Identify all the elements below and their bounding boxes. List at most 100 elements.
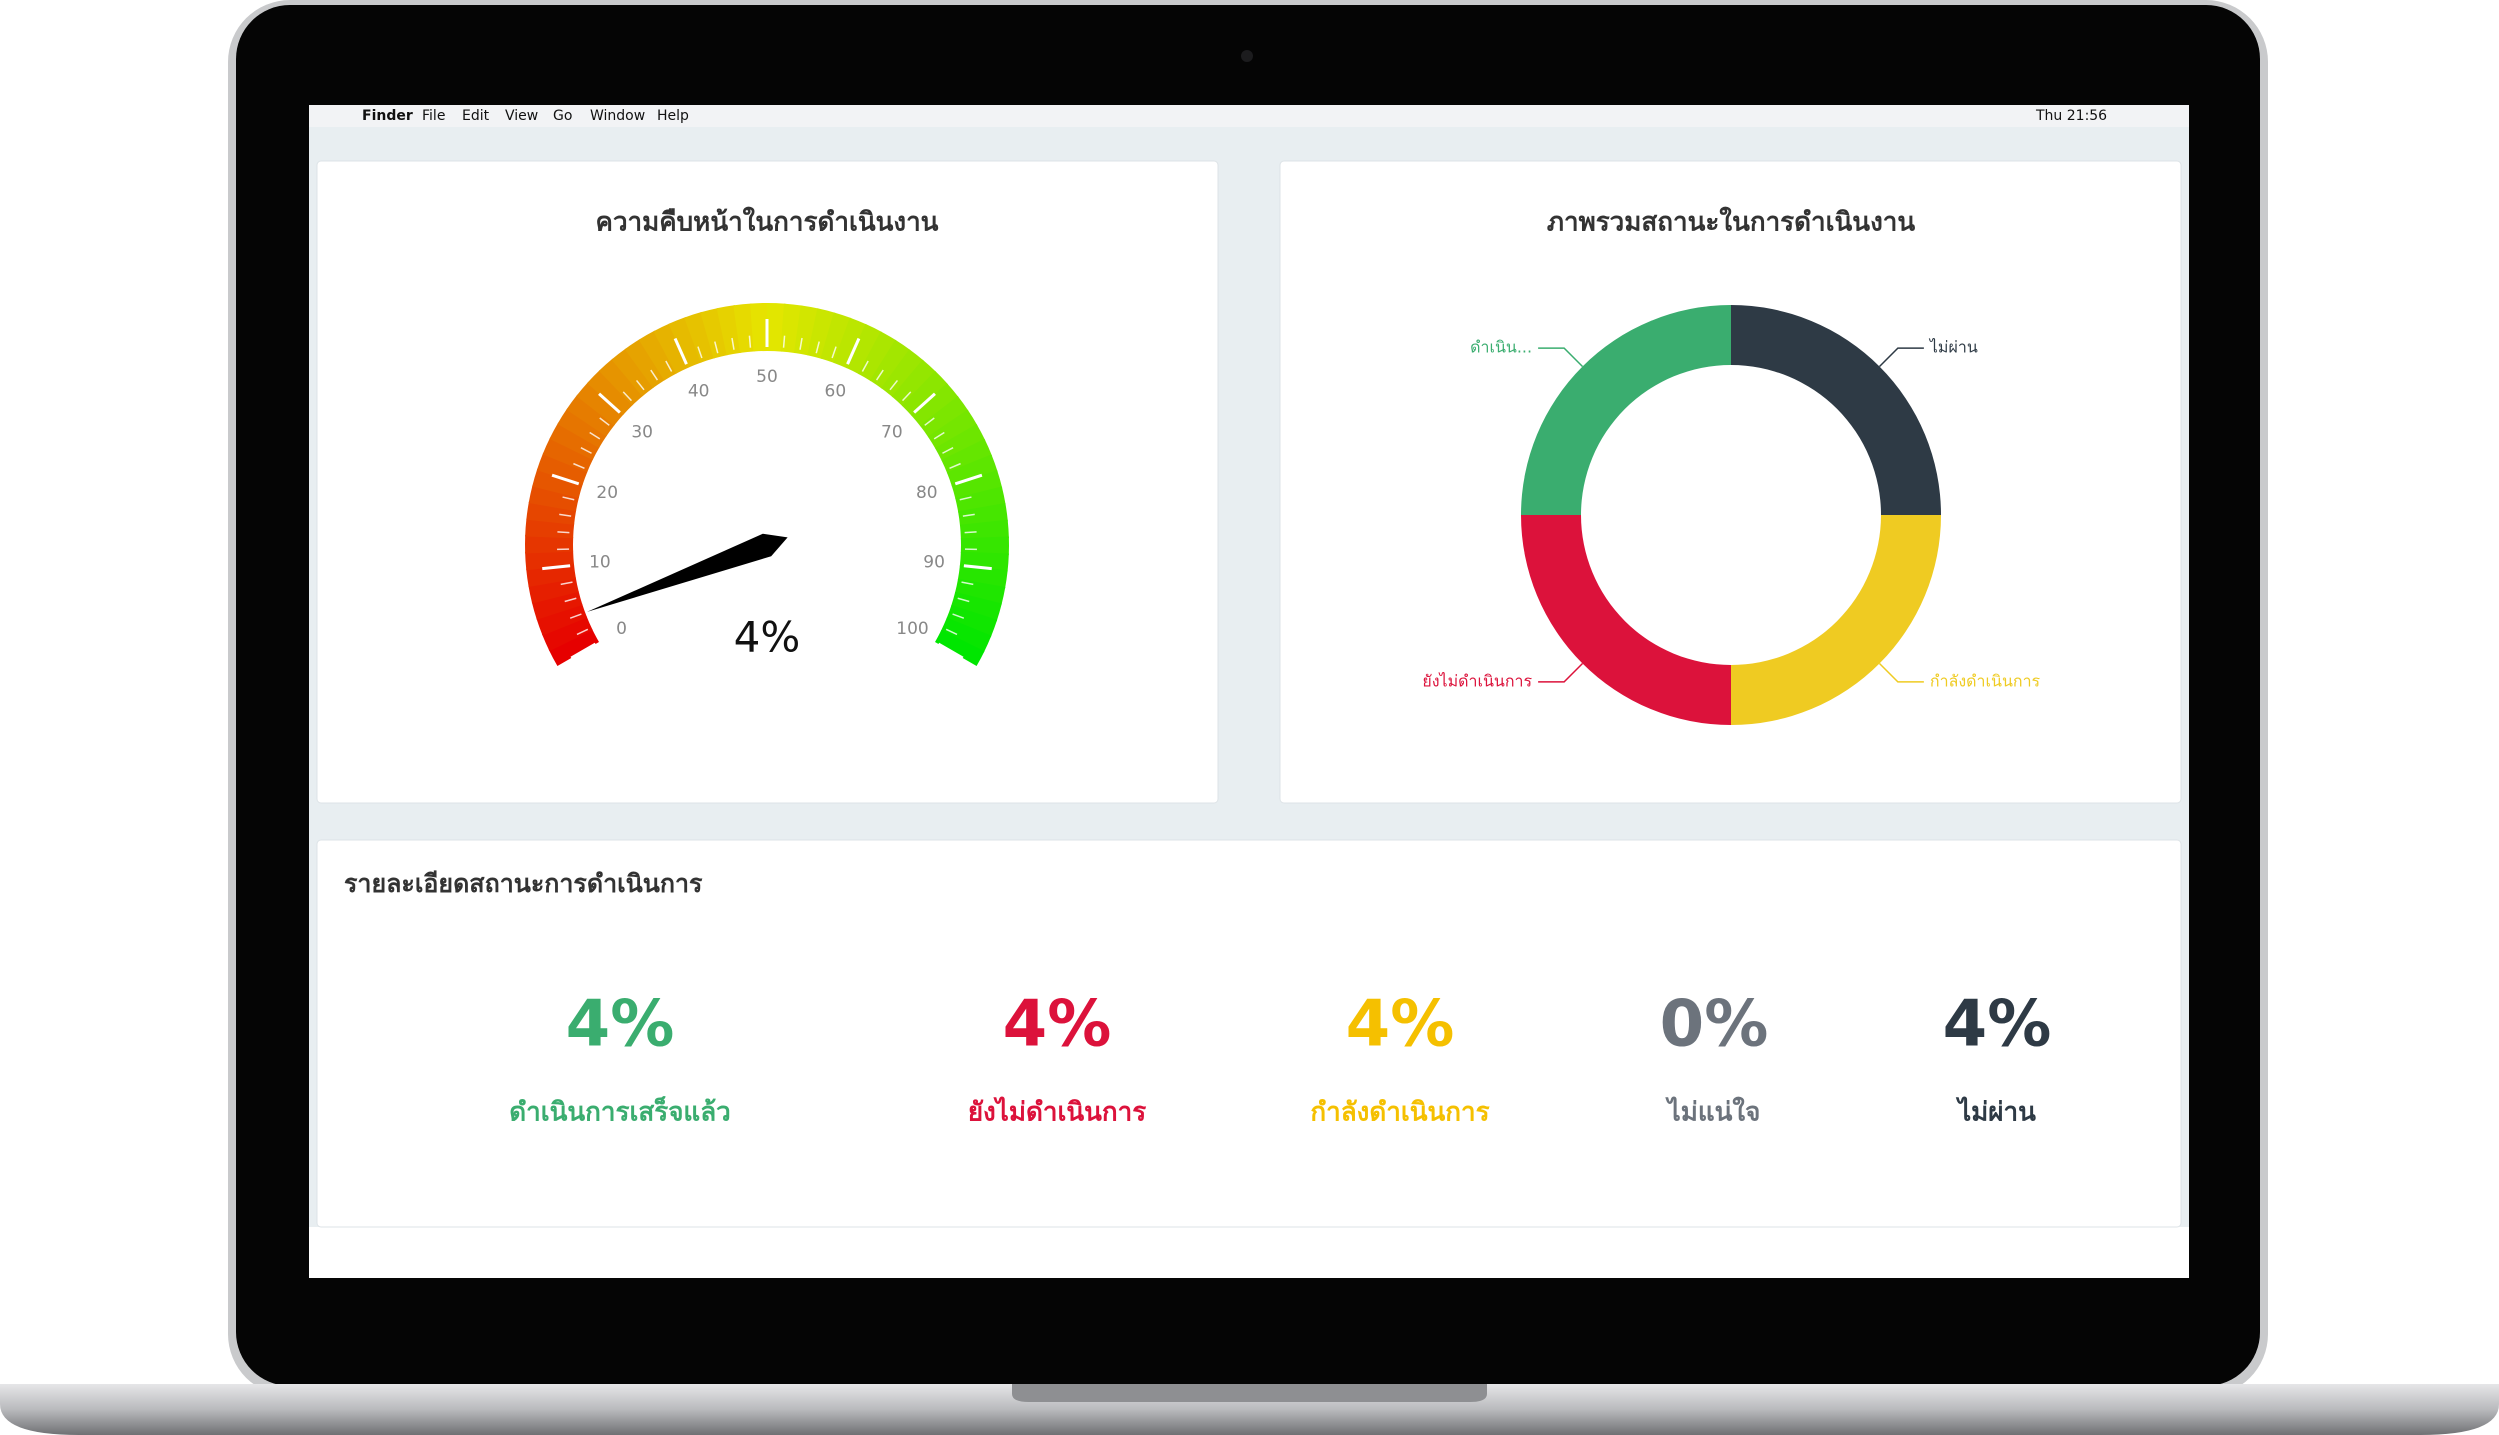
gauge-band [668,317,702,368]
status-value: 4% [1943,988,2052,1062]
gauge-band [638,330,678,381]
menu-item[interactable]: Go [553,108,572,124]
gauge-minor-tick [589,431,601,440]
gauge-minor-tick [559,513,572,517]
gauge-band [576,381,624,426]
details-panel [316,839,2182,1228]
status-value: 4% [1003,988,1112,1062]
gauge-minor-tick [576,628,589,636]
gauge-band [927,409,978,450]
gauge-band [526,563,576,588]
gauge-tick [673,337,688,365]
gauge-band [807,308,836,359]
gauge-tick [913,392,936,414]
gauge-minor-tick [959,496,972,501]
gauge-band [541,616,593,652]
status-label: ไม่ผ่าน [1955,1096,2036,1128]
gauge-tick-label: 70 [881,423,903,443]
menu-item[interactable]: Help [657,108,689,124]
base-notch [1012,1384,1487,1402]
gauge-minor-tick [635,379,645,391]
gauge-tick-label: 60 [825,382,847,402]
gauge-band [940,617,992,653]
donut-label: ไม่ผ่าน [1928,338,1978,357]
gauge-minor-tick [622,391,633,402]
status-label: กำลังดำเนินการ [1310,1098,1489,1128]
donut-leader [1878,347,1924,368]
gauge-minor-tick [748,335,752,348]
menu-item[interactable]: View [505,108,538,124]
gauge-band [526,501,577,525]
gauge-title: ความคืบหน้าในการดำเนินงาน [596,207,939,238]
gauge-band [528,484,580,512]
status-label: ดำเนินการเสร็จแล้ว [509,1096,730,1128]
gauge-band [891,359,937,407]
gauge-minor-tick [889,379,899,391]
gauge-band [960,536,1009,556]
donut-segment [1521,515,1731,725]
gauge-band [901,370,948,417]
gauge-tick [598,392,621,414]
gauge-minor-tick [650,369,659,381]
gauge-band [935,424,986,462]
gauge-band [587,369,634,416]
gauge-minor-tick [952,613,965,619]
camera [1241,50,1253,62]
gauge-tick-label: 50 [756,367,778,387]
gauge-band [881,349,924,398]
gauge-band [531,590,583,620]
gauge-band [946,604,998,638]
gauge-band [820,312,852,364]
gauge-tick-label: 20 [596,483,618,503]
donut-leader [1538,662,1584,683]
gauge-band [833,317,867,369]
gauge-minor-tick [599,417,610,426]
menu-app[interactable]: Finder [362,108,413,124]
gauge-band [869,339,911,389]
gauge-band [951,470,1003,500]
gauge-band [532,468,583,499]
gauge-tick [954,473,983,486]
gauge-minor-tick [562,496,575,501]
gauge-band [767,303,786,352]
gauge-band [858,331,897,382]
donut-segment [1731,305,1941,515]
gauge-band [536,603,588,636]
donut-label: กำลังดำเนินการ [1930,671,2041,690]
gauge-band [941,438,993,474]
menu-item[interactable]: Window [590,108,645,124]
gauge-band [536,452,588,486]
gauge-tick-label: 80 [916,483,938,503]
gauge-minor-tick [861,360,869,372]
gauge-minor-tick [782,335,786,348]
gauge-panel [316,160,1219,804]
gauge-minor-tick [815,341,820,354]
donut-title: ภาพรวมสถานะในการดำเนินงาน [1547,207,1916,238]
gauge-tick-label: 40 [688,382,710,402]
gauge-band [611,348,655,397]
gauge-band [911,383,959,427]
gauge-minor-tick [564,597,577,603]
menu-item[interactable]: File [422,108,445,124]
gauge-band [750,303,769,352]
menu-item[interactable]: Edit [462,108,490,124]
gauge-tick-label: 0 [616,619,627,639]
gauge-minor-tick [962,513,975,517]
gauge-minor-tick [560,581,573,586]
gauge-minor-tick [945,628,958,636]
gauge-minor-tick [961,581,974,586]
gauge-minor-tick [569,613,582,619]
gauge-value: 4% [734,613,801,662]
gauge-band [557,408,607,448]
gauge-band [548,628,599,666]
donut-segment [1731,515,1941,725]
gauge-minor-tick [964,531,977,534]
status-value: 4% [1346,988,1455,1062]
gauge-band [653,323,690,374]
gauge-tick [551,473,580,486]
gauge-minor-tick [665,360,673,372]
gauge-tick-label: 10 [589,553,611,573]
donut-label: ดำเนิน... [1470,338,1532,357]
